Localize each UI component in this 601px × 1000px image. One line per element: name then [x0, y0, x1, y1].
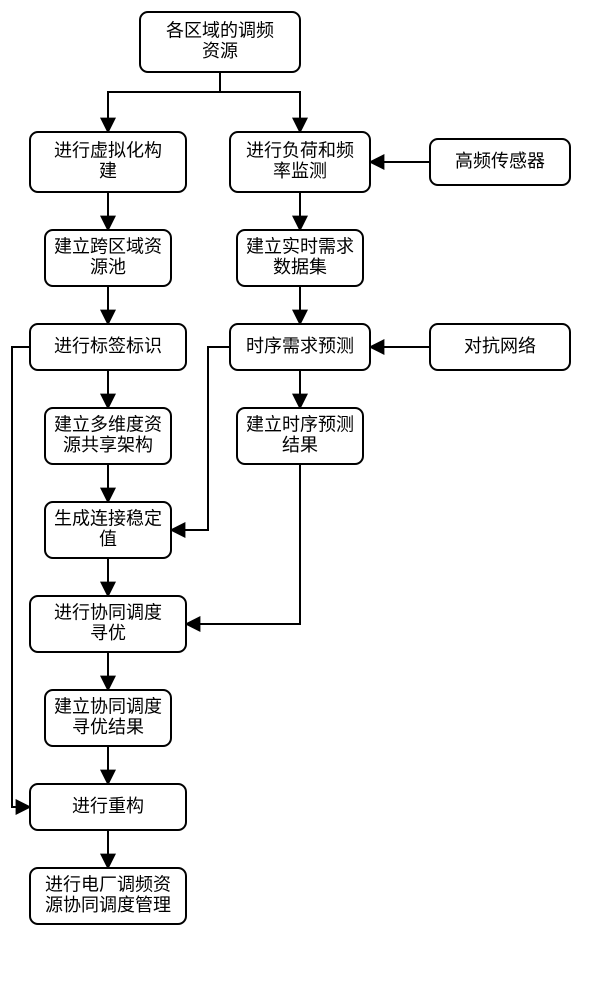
node-r1: 高频传感器 — [430, 139, 570, 185]
node-l8-label: 进行重构 — [72, 796, 144, 816]
node-r1-label: 高频传感器 — [455, 151, 545, 171]
node-l5-label: 值 — [99, 529, 117, 549]
edge-l3-l8 — [12, 347, 30, 807]
node-l6: 进行协同调度寻优 — [30, 596, 186, 652]
node-m1: 进行负荷和频率监测 — [230, 132, 370, 192]
node-l1: 进行虚拟化构建 — [30, 132, 186, 192]
node-r3: 对抗网络 — [430, 324, 570, 370]
node-top-label: 资源 — [202, 41, 238, 61]
node-m3-label: 时序需求预测 — [246, 336, 354, 356]
node-l4: 建立多维度资源共享架构 — [45, 408, 171, 464]
node-l7-label: 建立协同调度 — [54, 696, 162, 716]
edge-top-l1 — [108, 72, 220, 132]
node-m2: 建立实时需求数据集 — [237, 230, 363, 286]
node-m1-label: 进行负荷和频 — [246, 140, 354, 160]
node-l3-label: 进行标签标识 — [54, 336, 162, 356]
edge-m4-l6 — [186, 464, 300, 624]
node-r3-label: 对抗网络 — [464, 336, 536, 356]
node-l7-label: 寻优结果 — [72, 717, 144, 737]
node-l2: 建立跨区域资源池 — [45, 230, 171, 286]
node-l2-label: 建立跨区域资 — [54, 236, 162, 256]
node-top: 各区域的调频资源 — [140, 12, 300, 72]
node-m3: 时序需求预测 — [230, 324, 370, 370]
node-m4: 建立时序预测结果 — [237, 408, 363, 464]
node-l9-label: 进行电厂调频资 — [45, 874, 171, 894]
node-l5-label: 生成连接稳定 — [54, 508, 162, 528]
node-l8: 进行重构 — [30, 784, 186, 830]
flowchart-svg: 各区域的调频资源进行虚拟化构建建立跨区域资源池进行标签标识建立多维度资源共享架构… — [0, 0, 601, 1000]
node-l6-label: 寻优 — [90, 623, 126, 643]
node-l6-label: 进行协同调度 — [54, 602, 162, 622]
node-l7: 建立协同调度寻优结果 — [45, 690, 171, 746]
node-l4-label: 源共享架构 — [63, 435, 153, 455]
edge-m3-l5 — [171, 347, 230, 530]
node-l2-label: 源池 — [90, 257, 126, 277]
node-l9: 进行电厂调频资源协同调度管理 — [30, 868, 186, 924]
node-m4-label: 建立时序预测 — [246, 414, 354, 434]
node-m4-label: 结果 — [282, 435, 318, 455]
node-l4-label: 建立多维度资 — [54, 414, 162, 434]
node-m1-label: 率监测 — [273, 161, 327, 181]
node-l3: 进行标签标识 — [30, 324, 186, 370]
node-l1-label: 建 — [99, 161, 117, 181]
node-l5: 生成连接稳定值 — [45, 502, 171, 558]
node-m2-label: 建立实时需求 — [246, 236, 354, 256]
node-l1-label: 进行虚拟化构 — [54, 140, 162, 160]
edge-top-m1 — [220, 72, 300, 132]
node-l9-label: 源协同调度管理 — [45, 895, 171, 915]
node-top-label: 各区域的调频 — [166, 20, 274, 40]
node-m2-label: 数据集 — [273, 257, 327, 277]
